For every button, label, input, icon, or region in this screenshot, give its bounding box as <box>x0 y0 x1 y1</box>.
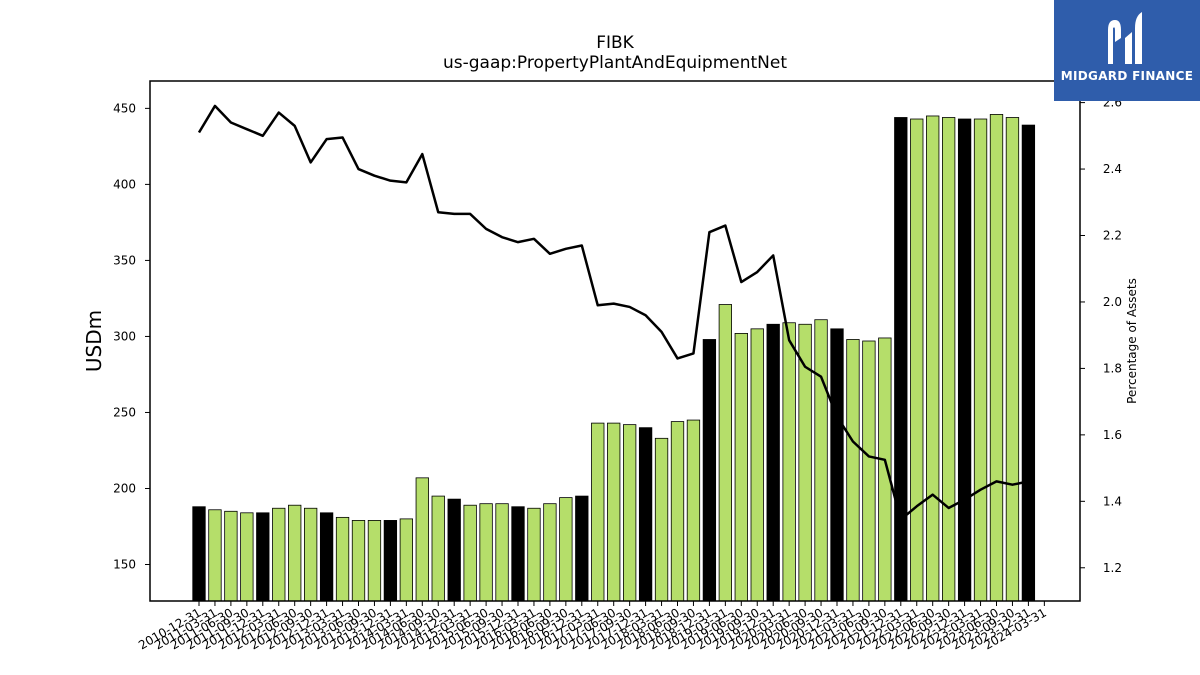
y2-tick-label: 2.4 <box>1103 162 1122 176</box>
bar <box>575 495 589 602</box>
bar <box>718 304 732 602</box>
bar <box>272 507 286 602</box>
bar <box>303 507 318 602</box>
bar <box>734 332 748 602</box>
bar <box>989 114 1004 602</box>
bar <box>559 497 573 602</box>
y2-tick-label: 1.6 <box>1103 428 1122 442</box>
bar <box>543 503 557 602</box>
bar <box>623 424 637 602</box>
y2-tick-label: 1.4 <box>1103 494 1122 508</box>
bar <box>1005 117 1020 602</box>
bar <box>766 323 780 602</box>
y-tick-label: 150 <box>113 558 136 572</box>
bar <box>830 328 844 602</box>
y2-tick-label: 2.2 <box>1103 229 1122 243</box>
x-axis: 2010-12-312011-03-312011-06-302011-09-30… <box>136 601 1049 652</box>
y-tick-label: 400 <box>113 177 136 191</box>
y2-axis-label: Percentage of Assets <box>1125 278 1139 404</box>
bar <box>942 117 956 602</box>
bar <box>479 503 493 602</box>
brand-name: MIDGARD FINANCE <box>1060 69 1194 83</box>
bar <box>973 118 988 602</box>
logo-mark-icon <box>1108 12 1142 64</box>
bar <box>415 477 429 602</box>
bar <box>750 328 764 602</box>
y-axis-label: USDm <box>82 310 106 372</box>
y2-tick-label: 1.2 <box>1103 561 1122 575</box>
chart-subtitle: us-gaap:PropertyPlantAndEquipmentNet <box>443 53 787 73</box>
bar <box>319 512 334 602</box>
bar <box>447 498 461 602</box>
bar <box>926 115 940 602</box>
y2-tick-label: 2.0 <box>1103 295 1122 309</box>
y-tick-label: 200 <box>113 481 136 495</box>
bar <box>399 518 414 602</box>
bars-layer <box>192 114 1036 602</box>
line-layer <box>197 104 1029 521</box>
bar <box>862 340 876 602</box>
bar <box>702 339 717 602</box>
y-tick-label: 450 <box>113 101 136 115</box>
bar <box>1021 124 1036 602</box>
y-tick-label: 250 <box>113 405 136 419</box>
bar <box>638 427 653 602</box>
bar <box>431 495 445 602</box>
bar <box>607 422 621 602</box>
bar <box>686 419 701 602</box>
bar <box>846 339 860 602</box>
bar <box>511 506 525 602</box>
bar <box>351 520 366 602</box>
bar <box>910 118 924 602</box>
bar <box>224 510 238 602</box>
bar <box>670 421 685 602</box>
chart-title: FIBK <box>596 33 634 53</box>
bar <box>383 520 398 602</box>
bar <box>463 504 477 602</box>
series-line <box>197 104 1029 521</box>
y-tick-label: 350 <box>113 253 136 267</box>
bar <box>654 437 669 602</box>
bar <box>814 319 828 602</box>
bar <box>192 506 206 602</box>
plot-frame <box>149 80 1081 602</box>
bar <box>957 118 972 602</box>
bar <box>591 422 605 602</box>
bar <box>240 512 254 602</box>
bar <box>288 504 302 602</box>
y2-tick-label: 1.8 <box>1103 361 1122 375</box>
y-axis-right: 1.21.41.61.82.02.22.42.6 <box>1080 96 1122 575</box>
bar <box>367 520 382 602</box>
bar <box>256 512 270 602</box>
y-axis-left: 150 200 250 300 350 400 450 <box>113 101 150 572</box>
bar <box>878 337 892 602</box>
bar <box>527 507 541 602</box>
bar <box>782 322 796 602</box>
brand-logo: MIDGARD FINANCE <box>1054 0 1200 101</box>
bar <box>335 516 350 602</box>
y-tick-label: 300 <box>113 329 136 343</box>
bar <box>894 117 908 602</box>
bar <box>495 503 509 602</box>
bar <box>208 509 222 602</box>
